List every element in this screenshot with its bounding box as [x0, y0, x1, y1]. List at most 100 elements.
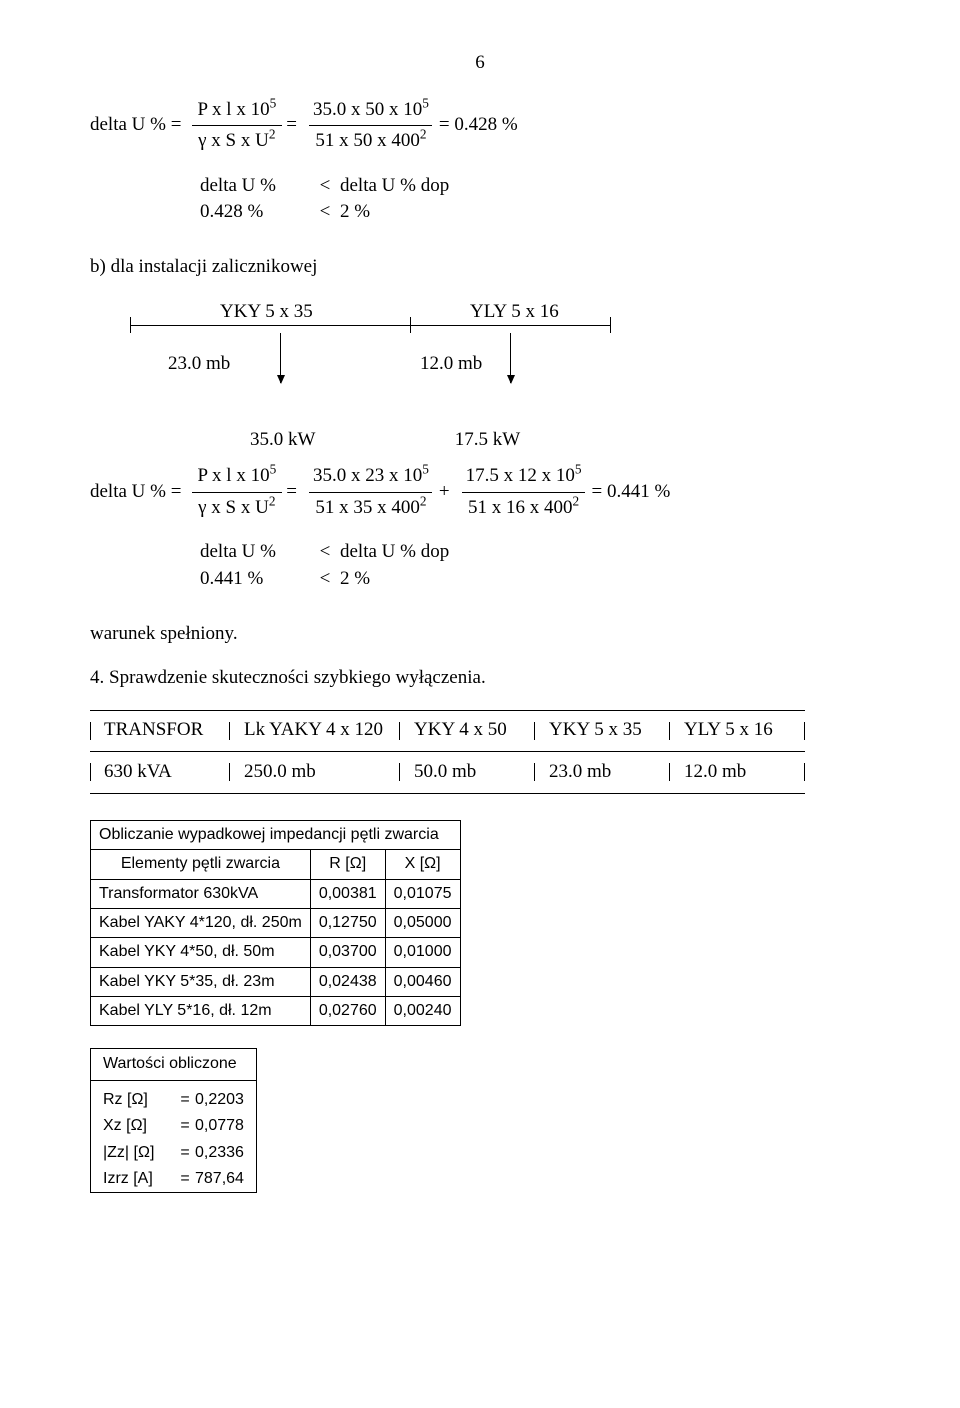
eq1-den1: γ x S x U [198, 130, 269, 151]
eq1-frac-1: P x l x 105 γ x S x U2 [191, 97, 282, 155]
imp-hdr-1: R [Ω] [310, 850, 385, 879]
comp2-b3: 2 % [340, 566, 490, 593]
comp2-b1: 0.441 % [200, 566, 310, 593]
imp-cell: Kabel YKY 4*50, dł. 50m [91, 938, 311, 967]
imp-hdr-2: X [Ω] [385, 850, 460, 879]
imp-title: Obliczanie wypadkowej impedancji pętli z… [91, 820, 461, 849]
arrow-icon [280, 333, 281, 383]
eq2-frac-3: 17.5 x 12 x 105 51 x 16 x 4002 [460, 463, 588, 521]
eq1-num2: 35.0 x 50 x 10 [313, 99, 422, 120]
imp-cell: 0,02760 [310, 997, 385, 1026]
eq2-num3: 17.5 x 12 x 10 [466, 465, 575, 486]
table-row: Kabel YLY 5*16, dł. 12m 0,02760 0,00240 [91, 997, 461, 1026]
vals-eq: = [175, 1168, 195, 1190]
comp1-b3: 2 % [340, 199, 490, 226]
grid-h4: YLY 5 x 16 [670, 710, 805, 752]
vals-val: 0,2336 [195, 1142, 244, 1164]
imp-cell: 0,00460 [385, 967, 460, 996]
comparison-1: delta U % < delta U % dop 0.428 % < 2 % [200, 173, 490, 226]
comparison-2: delta U % < delta U % dop 0.441 % < 2 % [200, 539, 490, 592]
diag-len2: 12.0 mb [420, 351, 482, 378]
table-row: Kabel YAKY 4*120, dł. 250m 0,12750 0,050… [91, 908, 461, 937]
imp-cell: Kabel YAKY 4*120, dł. 250m [91, 908, 311, 937]
table-row: Kabel YKY 4*50, dł. 50m 0,03700 0,01000 [91, 938, 461, 967]
grid-h3: YKY 5 x 35 [535, 710, 670, 752]
grid-r4: 12.0 mb [670, 752, 805, 794]
vals-row: Izrz [A] = 787,64 [91, 1166, 256, 1192]
eq1-den2: 51 x 50 x 400 [315, 130, 420, 151]
table-row: Transformator 630kVA 0,00381 0,01075 [91, 879, 461, 908]
cable-spec-grid: TRANSFOR Lk YAKY 4 x 120 YKY 4 x 50 YKY … [90, 710, 870, 794]
eq2-num2: 35.0 x 23 x 10 [313, 465, 422, 486]
grid-r2: 50.0 mb [400, 752, 535, 794]
imp-cell: Kabel YLY 5*16, dł. 12m [91, 997, 311, 1026]
imp-hdr-0: Elementy pętli zwarcia [91, 850, 311, 879]
comp2-a3: delta U % dop [340, 539, 490, 566]
comp2-a2: < [310, 539, 340, 566]
grid-r1: 250.0 mb [230, 752, 400, 794]
section-b-heading: b) dla instalacji zalicznikowej [90, 254, 870, 281]
vals-eq: = [175, 1115, 195, 1137]
eq2-den3: 51 x 16 x 400 [468, 497, 573, 518]
equation-2: delta U % = P x l x 105 γ x S x U2 = 35.… [90, 463, 870, 521]
comp1-a1: delta U % [200, 173, 310, 200]
vals-eq: = [175, 1142, 195, 1164]
comp1-a2: < [310, 173, 340, 200]
imp-cell: 0,12750 [310, 908, 385, 937]
kw-p2: 17.5 kW [455, 429, 520, 450]
grid-h2: YKY 4 x 50 [400, 710, 535, 752]
grid-r3: 23.0 mb [535, 752, 670, 794]
vals-lab: |Zz| [Ω] [103, 1142, 175, 1164]
kw-p1: 35.0 kW [250, 427, 450, 454]
comp2-a1: delta U % [200, 539, 310, 566]
eq2-plus: + [439, 479, 450, 506]
imp-cell: 0,05000 [385, 908, 460, 937]
page-number: 6 [90, 50, 870, 77]
eq2-den1: γ x S x U [198, 497, 269, 518]
computed-values-box: Wartości obliczone Rz [Ω] = 0,2203 Xz [Ω… [90, 1048, 257, 1193]
comp2-b2: < [310, 566, 340, 593]
section-4-heading: 4. Sprawdzenie skuteczności szybkiego wy… [90, 665, 870, 692]
vals-row: |Zz| [Ω] = 0,2336 [91, 1140, 256, 1166]
comp1-b2: < [310, 199, 340, 226]
eq2-frac-1: P x l x 105 γ x S x U2 [191, 463, 282, 521]
vals-title: Wartości obliczone [91, 1049, 256, 1080]
imp-cell: 0,01000 [385, 938, 460, 967]
table-row: Kabel YKY 5*35, dł. 23m 0,02438 0,00460 [91, 967, 461, 996]
imp-cell: 0,00240 [385, 997, 460, 1026]
eq1-frac-2: 35.0 x 50 x 105 51 x 50 x 4002 [307, 97, 435, 155]
grid-r0: 630 kVA [90, 752, 230, 794]
vals-val: 0,2203 [195, 1089, 244, 1111]
eq2-den2: 51 x 35 x 400 [315, 497, 420, 518]
diag-len1: 23.0 mb [168, 351, 230, 378]
vals-lab: Rz [Ω] [103, 1089, 175, 1111]
vals-val: 0,0778 [195, 1115, 244, 1137]
diag-seg1-label: YKY 5 x 35 [220, 299, 313, 326]
grid-h0: TRANSFOR [90, 710, 230, 752]
vals-eq: = [175, 1089, 195, 1111]
vals-row: Xz [Ω] = 0,0778 [91, 1113, 256, 1139]
eq1-lhs: delta U % = [90, 112, 181, 139]
eq2-eq1: = [286, 479, 297, 506]
eq2-lhs: delta U % = [90, 479, 181, 506]
imp-cell: Kabel YKY 5*35, dł. 23m [91, 967, 311, 996]
eq2-rhs: = 0.441 % [591, 479, 670, 506]
vals-lab: Xz [Ω] [103, 1115, 175, 1137]
eq2-num1: P x l x 10 [197, 465, 269, 486]
grid-h1: Lk YAKY 4 x 120 [230, 710, 400, 752]
comp1-a3: delta U % dop [340, 173, 490, 200]
eq1-num1: P x l x 10 [197, 99, 269, 120]
imp-cell: 0,02438 [310, 967, 385, 996]
eq2-frac-2: 35.0 x 23 x 105 51 x 35 x 4002 [307, 463, 435, 521]
vals-val: 787,64 [195, 1168, 244, 1190]
vals-row: Rz [Ω] = 0,2203 [91, 1087, 256, 1113]
eq1-eq: = [286, 112, 297, 139]
arrow-icon [510, 333, 511, 383]
eq1-rhs: = 0.428 % [439, 112, 518, 139]
diag-seg2-label: YLY 5 x 16 [470, 299, 559, 326]
cable-diagram: YKY 5 x 35 YLY 5 x 16 23.0 mb 12.0 mb [130, 299, 750, 409]
impedance-table: Obliczanie wypadkowej impedancji pętli z… [90, 820, 461, 1027]
imp-cell: Transformator 630kVA [91, 879, 311, 908]
equation-1: delta U % = P x l x 105 γ x S x U2 = 35.… [90, 97, 870, 155]
condition-met: warunek spełniony. [90, 621, 870, 648]
